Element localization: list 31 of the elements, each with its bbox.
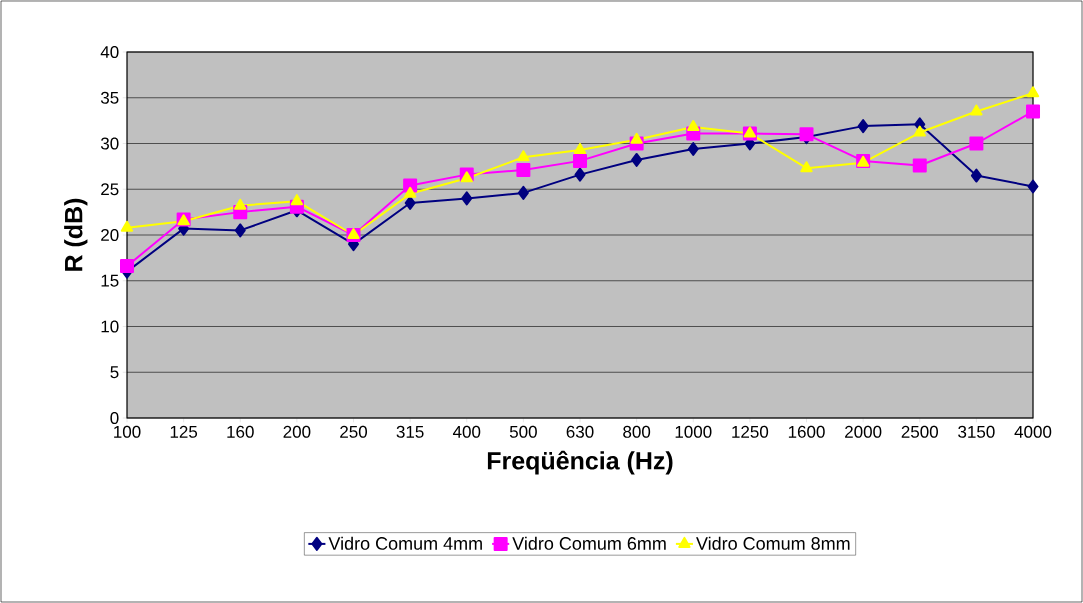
x-tick-label: 2500 [901, 425, 939, 438]
y-tick-label: 35 [100, 91, 119, 104]
y-tick-label: 30 [100, 137, 119, 150]
x-tick-label: 800 [623, 425, 651, 438]
y-tick-label: 40 [100, 45, 119, 59]
y-tick-label: 0 [110, 411, 119, 425]
x-tick-label: 2000 [845, 425, 882, 438]
y-tick-label: 5 [110, 366, 119, 379]
x-tick-label: 160 [227, 425, 254, 438]
x-tick-label: 315 [396, 425, 424, 438]
y-tick-label: 25 [101, 183, 119, 196]
legend-label: Vidro Comum 6mm [512, 536, 666, 550]
x-tick-label: 400 [452, 425, 481, 438]
x-tick-label: 1250 [732, 425, 769, 438]
x-tick-label: 100 [114, 425, 141, 438]
y-axis-title: R (dB) [64, 198, 88, 271]
x-axis-title: Freqüência (Hz) [487, 450, 673, 475]
x-tick-label: 500 [509, 425, 537, 438]
x-tick-label: 1000 [675, 425, 712, 438]
x-tick-label: 200 [283, 425, 311, 438]
x-tick-label: 3150 [958, 425, 995, 438]
y-tick-label: 20 [101, 228, 119, 242]
x-tick-label: 125 [170, 425, 198, 438]
y-tick-label: 10 [101, 320, 119, 333]
x-tick-label: 1600 [788, 425, 825, 438]
y-tick-label: 15 [101, 274, 119, 287]
x-tick-label: 630 [566, 425, 594, 438]
legend-label: Vidro Comum 4mm [328, 536, 482, 550]
x-tick-label: 4000 [1014, 425, 1052, 438]
x-tick-label: 250 [340, 425, 368, 438]
legend-label: Vidro Comum 8mm [696, 536, 850, 550]
